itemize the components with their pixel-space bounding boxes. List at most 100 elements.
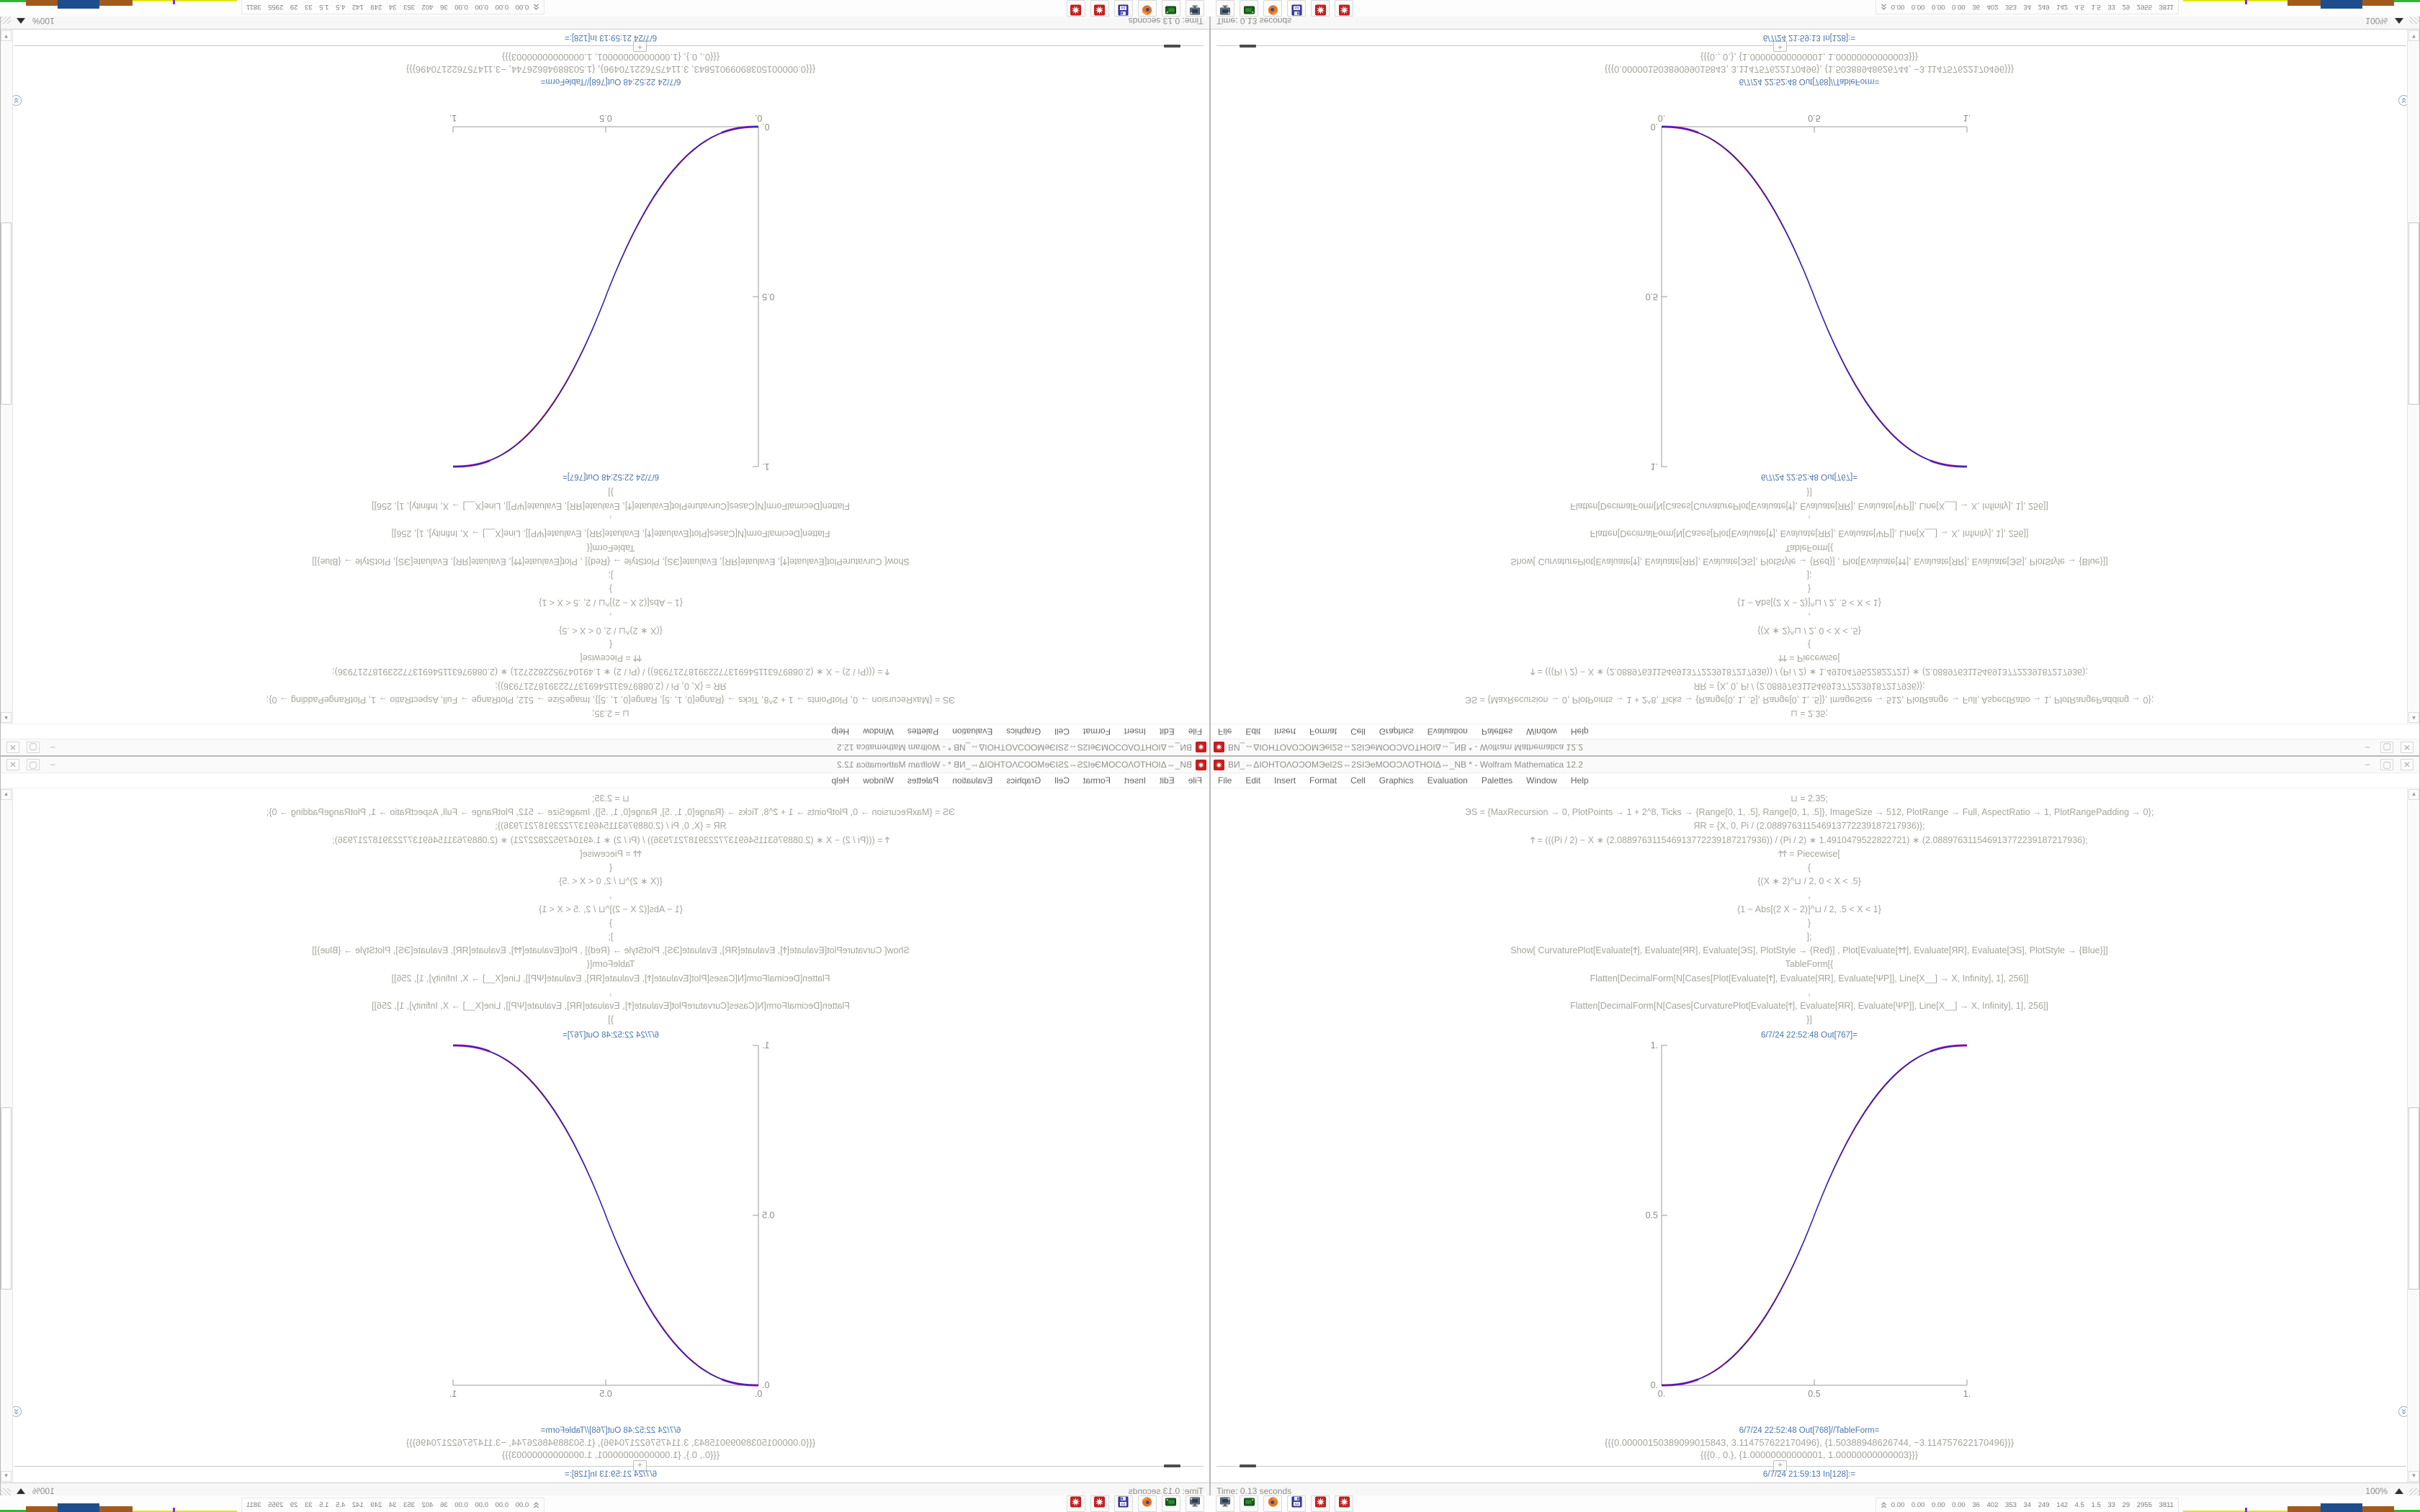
magnification-menu-icon[interactable] (2395, 18, 2403, 24)
insert-cell-plus-button[interactable]: + (632, 41, 647, 52)
zoom-level[interactable]: 100% (32, 16, 55, 27)
menu-palettes[interactable]: Palettes (1481, 726, 1513, 737)
input-cell[interactable]: ⊔ = 2.35; ЭЅ = {MaxRecursion → 0, PlotPoi… (12, 485, 1209, 720)
menu-edit[interactable]: Edit (1245, 775, 1261, 786)
scroll-up-arrow[interactable]: ▲ (1, 789, 12, 800)
code-line[interactable]: TableForm[{ (586, 542, 635, 553)
floppy64-taskbar-button[interactable]: 64 (1287, 1495, 1306, 1512)
menu-file[interactable]: File (1188, 726, 1202, 737)
code-line[interactable]: {(X ∗ 2)^⊔ / 2, 0 < X < .5} (1757, 625, 1861, 636)
floppy64-taskbar-button[interactable]: 64 (1287, 0, 1306, 17)
mathematica-taskbar-button[interactable] (1067, 0, 1085, 17)
menu-palettes[interactable]: Palettes (907, 726, 939, 737)
menu-evaluation[interactable]: Evaluation (952, 775, 993, 786)
code-line[interactable]: {1 − Abs[(2 X − 2)]^⊔ / 2, .5 < X < 1} (1737, 598, 1881, 608)
code-line[interactable]: {(X ∗ 2)^⊔ / 2, 0 < X < .5} (559, 625, 663, 636)
drive-taskbar-button[interactable] (1162, 0, 1180, 17)
insert-cell-plus-button[interactable]: + (1773, 1460, 1788, 1471)
drive-taskbar-button[interactable] (1162, 1495, 1180, 1512)
code-line[interactable]: Ϯ = (((Pi / 2) − X ∗ (2.0889763115469137… (1531, 667, 2088, 678)
code-line[interactable]: ⊔ = 2.35; (592, 708, 629, 719)
menu-edit[interactable]: Edit (1159, 775, 1175, 786)
code-line[interactable]: { (1807, 863, 1811, 873)
mathematica-taskbar-button[interactable] (1311, 0, 1330, 17)
computer-taskbar-button[interactable] (1216, 1495, 1234, 1512)
computer-taskbar-button[interactable] (1186, 0, 1204, 17)
code-line[interactable]: ЯR = {X, 0, Pi / (2.08897631154691377223… (495, 680, 727, 691)
code-line[interactable]: }] (1806, 1014, 1812, 1025)
menu-help[interactable]: Help (1570, 775, 1589, 786)
scroll-down-arrow[interactable]: ▼ (2408, 30, 2419, 41)
firefox-taskbar-button[interactable] (1263, 1495, 1282, 1512)
maximize-button[interactable]: ▢ (2380, 742, 2393, 753)
menu-palettes[interactable]: Palettes (1481, 775, 1513, 786)
insert-cell-plus-button[interactable]: + (632, 1460, 647, 1471)
code-line[interactable]: Flatten[DecimalForm[N[Cases[Plot[Evaluat… (391, 973, 830, 984)
tray-expand-icon[interactable] (533, 1501, 539, 1509)
code-line[interactable]: ⊔ = 2.35; (1791, 708, 1828, 719)
scroll-up-arrow[interactable]: ▲ (1, 712, 12, 723)
menu-format[interactable]: Format (1309, 726, 1337, 737)
computer-taskbar-button[interactable] (1186, 1495, 1204, 1512)
minimize-button[interactable]: – (2365, 743, 2370, 753)
code-line[interactable]: , (1808, 611, 1811, 622)
close-button[interactable]: ✕ (6, 759, 19, 770)
group-collapse-icon[interactable] (2398, 95, 2409, 106)
tray-expand-icon[interactable] (533, 3, 539, 11)
scroll-down-arrow[interactable]: ▼ (1, 1471, 12, 1482)
menu-evaluation[interactable]: Evaluation (952, 726, 993, 737)
code-line[interactable]: ϮϮ = Piecewise[ (1778, 848, 1840, 859)
code-line[interactable]: }] (608, 487, 614, 498)
code-line[interactable]: ]; (1806, 932, 1812, 942)
magnification-menu-icon[interactable] (17, 18, 25, 24)
code-line[interactable]: ϮϮ = Piecewise[ (1778, 653, 1840, 664)
code-line[interactable]: ЯR = {X, 0, Pi / (2.08897631154691377223… (1693, 680, 1925, 691)
scroll-up-arrow[interactable]: ▲ (2408, 789, 2419, 800)
menu-format[interactable]: Format (1083, 726, 1111, 737)
cell-insertion-line[interactable] (1216, 45, 2406, 46)
input-cell[interactable]: ⊔ = 2.35; ЭЅ = {MaxRecursion → 0, PlotPoi… (12, 792, 1209, 1027)
code-line[interactable]: } (609, 584, 613, 595)
code-line[interactable]: ЯR = {X, 0, Pi / (2.08897631154691377223… (1693, 821, 1925, 832)
scroll-down-arrow[interactable]: ▼ (1, 30, 12, 41)
code-line[interactable]: } (1807, 917, 1811, 928)
cell-insertion-line[interactable] (1216, 1466, 2406, 1467)
horizontal-scroll-thumb[interactable] (1164, 1464, 1180, 1467)
code-line[interactable]: Show[ CurvaturePlot[Evaluate[Ϯ], Evaluat… (1510, 556, 2108, 567)
minimize-button[interactable]: – (2365, 759, 2370, 769)
code-line[interactable]: } (1807, 584, 1811, 595)
firefox-taskbar-button[interactable] (1138, 1495, 1157, 1512)
code-line[interactable]: ϮϮ = Piecewise[ (580, 848, 642, 859)
floppy64-taskbar-button[interactable]: 64 (1114, 0, 1133, 17)
menu-cell[interactable]: Cell (1350, 775, 1366, 786)
zoom-level[interactable]: 100% (2365, 1485, 2388, 1496)
notebook-content[interactable]: ⊔ = 2.35; ЭЅ = {MaxRecursion → 0, PlotPoi… (1211, 788, 2419, 1482)
minimize-button[interactable]: – (50, 759, 55, 769)
code-line[interactable]: ЭЅ = {MaxRecursion → 0, PlotPoints → 1 +… (266, 807, 956, 818)
drive-taskbar-button[interactable] (1240, 0, 1258, 17)
menu-window[interactable]: Window (863, 726, 894, 737)
group-collapse-icon[interactable] (11, 1406, 22, 1417)
code-line[interactable]: Show[ CurvaturePlot[Evaluate[Ϯ], Evaluat… (312, 556, 910, 567)
menu-palettes[interactable]: Palettes (907, 775, 939, 786)
menu-window[interactable]: Window (863, 775, 894, 786)
menu-graphics[interactable]: Graphics (1379, 775, 1414, 786)
mathematica-taskbar-button[interactable] (1311, 1495, 1330, 1512)
notebook-content[interactable]: ⊔ = 2.35; ЭЅ = {MaxRecursion → 0, PlotPoi… (1, 788, 1209, 1482)
close-button[interactable]: ✕ (2401, 759, 2414, 770)
code-line[interactable]: , (609, 986, 612, 997)
mathematica-taskbar-button[interactable] (1067, 1495, 1085, 1512)
menu-cell[interactable]: Cell (1054, 775, 1070, 786)
mathematica-taskbar-button[interactable] (1335, 0, 1353, 17)
menu-insert[interactable]: Insert (1124, 726, 1146, 737)
cell-insertion-line[interactable] (14, 45, 1204, 46)
firefox-taskbar-button[interactable] (1138, 0, 1157, 17)
menu-evaluation[interactable]: Evaluation (1427, 775, 1468, 786)
vertical-scrollbar[interactable]: ▲ ▼ (1, 30, 13, 724)
code-line[interactable]: Ϯ = (((Pi / 2) − X ∗ (2.0889763115469137… (1531, 834, 2088, 845)
menu-format[interactable]: Format (1309, 775, 1337, 786)
menu-insert[interactable]: Insert (1274, 726, 1296, 737)
code-line[interactable]: ]; (608, 570, 614, 580)
notebook-content[interactable]: ⊔ = 2.35; ЭЅ = {MaxRecursion → 0, PlotPoi… (1211, 30, 2419, 724)
code-line[interactable]: } (609, 917, 613, 928)
